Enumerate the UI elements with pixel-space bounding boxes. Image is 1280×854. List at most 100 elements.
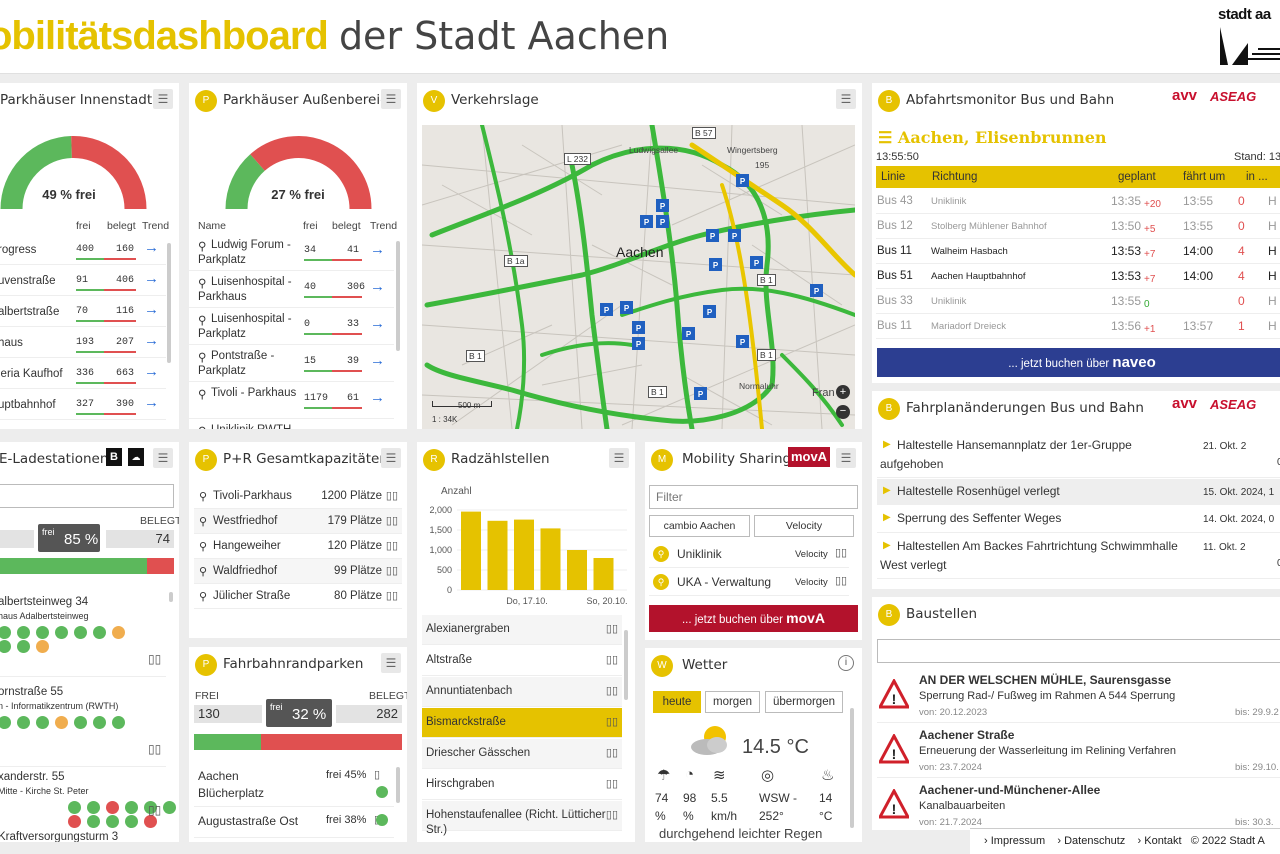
menu-icon[interactable]: ☰: [381, 448, 401, 468]
departure-row[interactable]: Bus 33 Uniklinik 13:55 0 0 H: [876, 289, 1280, 314]
menu-icon[interactable]: ☰: [836, 89, 856, 109]
table-row[interactable]: ⚲ Ludwig Forum - Parkplatz 34 41 →: [189, 235, 394, 271]
zoom-in-icon[interactable]: +: [836, 385, 850, 399]
table-row[interactable]: rogress 400 160 →: [0, 235, 166, 265]
table-row[interactable]: leria Kaufhof 336 663 →: [0, 359, 166, 389]
table-row[interactable]: ⚲ Hangeweiher 120 Plätze ▯▯: [194, 534, 402, 559]
list-item[interactable]: Hirschgraben ▯▯: [422, 770, 622, 800]
map-icon[interactable]: ▯▯: [385, 590, 398, 602]
list-item[interactable]: xanderstr. 55 Mitte - Kirche St. Peter ▯▯: [0, 767, 176, 842]
map-icon[interactable]: ▯▯: [605, 685, 618, 697]
list-item[interactable]: ! AN DER WELSCHEN MÜHLE, Saurensgasse Sper…: [877, 669, 1280, 723]
filter-input[interactable]: Filter: [649, 485, 858, 509]
bar[interactable]: [540, 528, 561, 590]
scrollbar[interactable]: [167, 243, 171, 363]
tab-cambio[interactable]: cambio Aachen: [649, 515, 750, 537]
bar[interactable]: [514, 519, 534, 590]
table-row[interactable]: ⚲ Waldfriedhof 99 Plätze ▯▯: [194, 559, 402, 584]
list-item[interactable]: ▶ Haltestelle Hansemannplatz der 1er-Grup…: [877, 433, 1280, 478]
map-icon[interactable]: ▯▯: [385, 565, 398, 577]
footer-link-kontakt[interactable]: › Kontakt: [1137, 835, 1182, 847]
footer-link-datenschutz[interactable]: › Datenschutz: [1057, 835, 1126, 847]
list-item[interactable]: Altstraße ▯▯: [422, 646, 622, 676]
tab-uebermorgen[interactable]: übermorgen: [765, 691, 843, 713]
map-icon[interactable]: ▯▯: [385, 515, 398, 527]
filter-input[interactable]: [0, 484, 174, 508]
map-icon[interactable]: ▯▯: [605, 809, 618, 821]
map-icon[interactable]: ▯▯: [148, 803, 162, 817]
scrollbar[interactable]: [624, 630, 628, 700]
map-icon[interactable]: ▯▯: [385, 540, 398, 552]
scrollbar[interactable]: [396, 241, 400, 351]
map-icon[interactable]: ▯▯: [605, 623, 618, 635]
list-item[interactable]: albertsteinweg 34 haus Adalbertsteinweg ▯▯: [0, 592, 166, 677]
map-icon[interactable]: ▯▯: [835, 575, 848, 587]
footer-link-impressum[interactable]: › Impressum: [984, 835, 1046, 847]
table-row[interactable]: ⚲ Westfriedhof 179 Plätze ▯▯: [194, 509, 402, 534]
departure-row[interactable]: Bus 11 Mariadorf Dreieck 13:56 +1 13:57 1 H: [876, 314, 1280, 339]
list-item[interactable]: ⚲ UKA - Verwaltung Velocity ▯▯: [649, 569, 849, 596]
map-icon[interactable]: ▯▯: [148, 742, 162, 756]
scrollbar[interactable]: [169, 592, 173, 602]
menu-icon[interactable]: ☰: [381, 653, 401, 673]
bar[interactable]: [461, 511, 481, 590]
map-icon[interactable]: ▯: [374, 769, 381, 781]
list-item[interactable]: Hohenstaufenallee (Richt. Lütticher Str.)…: [422, 801, 622, 836]
map-icon[interactable]: ▯▯: [605, 716, 618, 728]
table-row[interactable]: ⚲ Luisenhospital - Parkplatz 0 33 →: [189, 309, 394, 345]
table-row[interactable]: ⚲ Pontstraße - Parkplatz 15 39 →: [189, 346, 394, 382]
map-icon[interactable]: ▯▯: [605, 747, 618, 759]
menu-icon[interactable]: ☰: [153, 448, 173, 468]
city-logo[interactable]: stadt aa: [1218, 6, 1280, 70]
bar[interactable]: [567, 550, 587, 590]
map-icon[interactable]: ▯▯: [605, 654, 618, 666]
list-item[interactable]: ornstraße 55 n - Informatikzentrum (RWTH)…: [0, 682, 166, 767]
table-row[interactable]: haus 193 207 →: [0, 328, 166, 358]
menu-icon[interactable]: ☰: [609, 448, 629, 468]
list-item[interactable]: Annuntiatenbach ▯▯: [422, 677, 622, 707]
bar[interactable]: [593, 558, 614, 590]
mova-book-button[interactable]: ... jetzt buchen über movA: [649, 605, 858, 632]
list-item[interactable]: ▶ Haltestellen Am Backes Fahrtrichtung Sc…: [877, 534, 1280, 579]
menu-icon[interactable]: ☰: [836, 448, 856, 468]
table-row[interactable]: ⚲ Tivoli-Parkhaus 1200 Plätze ▯▯: [194, 484, 402, 509]
baustellen-filter-input[interactable]: [877, 639, 1280, 663]
list-item[interactable]: ▶ Sperrung des Seffenter Weges 14. Okt. 20…: [877, 506, 1280, 533]
list-item[interactable]: ⚲ Uniklinik Velocity ▯▯: [649, 541, 849, 568]
tab-heute[interactable]: heute: [653, 691, 701, 713]
map-icon[interactable]: ▯▯: [835, 547, 848, 559]
table-row[interactable]: ⚲ Jülicher Straße 80 Plätze ▯▯: [194, 584, 402, 609]
scrollbar[interactable]: [396, 767, 400, 803]
table-row[interactable]: uptbahnhof 327 390 →: [0, 390, 166, 420]
departure-row[interactable]: Bus 43 Uniklinik 13:35 +20 13:55 0 H: [876, 189, 1280, 214]
naveo-book-button[interactable]: ... jetzt buchen über naveo: [877, 348, 1280, 377]
departure-row[interactable]: Bus 12 Stolberg Mühlener Bahnhof 13:50 +5 13…: [876, 214, 1280, 239]
info-icon[interactable]: i: [838, 655, 854, 671]
bar[interactable]: [487, 520, 508, 590]
map-icon[interactable]: ▯▯: [605, 778, 618, 790]
map-icon[interactable]: ▯▯: [148, 652, 162, 666]
menu-icon[interactable]: ☰: [381, 89, 401, 109]
menu-icon[interactable]: ☰: [153, 89, 173, 109]
list-item[interactable]: ! Aachener-und-Münchener-Allee Kanalbauarb…: [877, 779, 1280, 830]
tab-velocity[interactable]: Velocity: [754, 515, 854, 537]
list-item[interactable]: Aachen Blücherplatz frei 45% ▯: [194, 763, 394, 807]
table-row[interactable]: uvenstraße 91 406 →: [0, 266, 166, 296]
table-row[interactable]: ⚲ Luisenhospital - Parkhaus 40 306 →: [189, 272, 394, 308]
scrollbar[interactable]: [850, 708, 854, 828]
zoom-out-icon[interactable]: −: [836, 405, 850, 419]
table-row[interactable]: ⚲ Uniklinik RWTH: [189, 420, 394, 429]
list-item[interactable]: Alexianergraben ▯▯: [422, 615, 622, 645]
table-row[interactable]: albertstraße 70 116 →: [0, 297, 166, 327]
list-item[interactable]: Driescher Gässchen ▯▯: [422, 739, 622, 769]
list-item[interactable]: ! Aachener Straße Erneuerung der Wasserlei…: [877, 724, 1280, 778]
tab-morgen[interactable]: morgen: [705, 691, 760, 713]
list-icon[interactable]: ☰: [878, 128, 898, 147]
list-item[interactable]: ▶ Haltestelle Rosenhügel verlegt 15. Okt. …: [877, 479, 1280, 505]
list-item[interactable]: Bismarckstraße ▯▯: [422, 708, 622, 738]
list-item[interactable]: Kraftversorgungsturm 3: [0, 827, 166, 842]
table-row[interactable]: ⚲ Tivoli - Parkhaus 1179 61 →: [189, 383, 394, 419]
departure-row[interactable]: Bus 51 Aachen Hauptbahnhof 13:53 +7 14:00 4 H: [876, 264, 1280, 289]
